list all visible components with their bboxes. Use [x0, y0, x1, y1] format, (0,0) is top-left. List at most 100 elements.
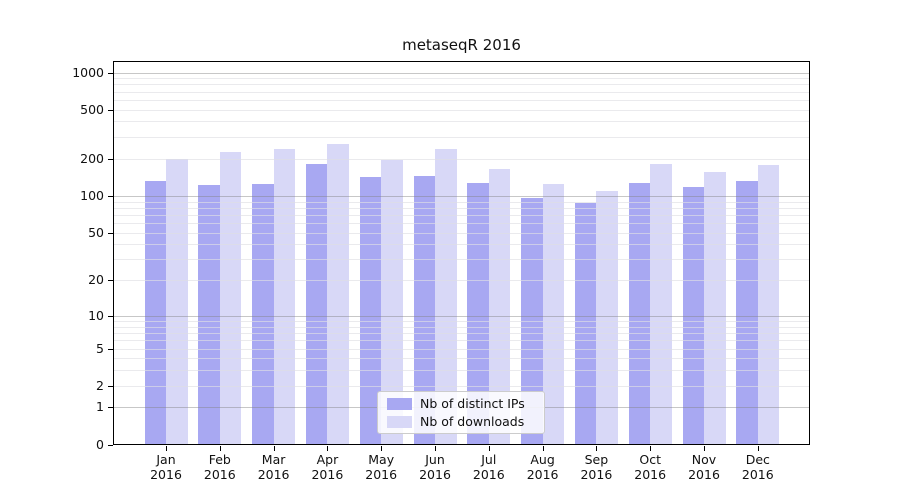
bar-distinct-ips	[413, 175, 435, 445]
bar-downloads	[488, 169, 511, 445]
minor-gridline	[113, 158, 810, 160]
x-axis-tick	[435, 446, 436, 451]
minor-gridline	[113, 358, 810, 359]
y-tick-label: 50	[88, 225, 104, 240]
minor-gridline	[113, 280, 810, 281]
bar-distinct-ips	[252, 184, 274, 445]
legend-label-distinct-ips: Nb of distinct IPs	[420, 396, 525, 411]
x-tick-label: Mar 2016	[257, 452, 290, 482]
legend-label-downloads: Nb of downloads	[420, 414, 525, 429]
x-axis-tick	[650, 446, 652, 451]
legend-swatch-downloads	[387, 415, 412, 428]
y-axis-tick	[108, 196, 113, 197]
minor-gridline	[113, 386, 810, 387]
x-tick-label: Jun 2016	[419, 452, 451, 482]
legend-swatch-distinct-ips	[387, 397, 412, 410]
y-axis-tick	[108, 316, 113, 317]
x-tick-label: Aug 2016	[526, 452, 559, 482]
bar-downloads	[704, 172, 726, 445]
bar-downloads	[650, 163, 672, 445]
bar-downloads	[327, 144, 349, 445]
minor-gridline	[113, 91, 810, 93]
minor-gridline	[113, 349, 810, 350]
bar-distinct-ips	[628, 183, 651, 445]
x-axis-tick	[704, 446, 705, 451]
x-axis-tick	[219, 446, 221, 451]
minor-gridline	[113, 369, 810, 371]
bar-downloads	[381, 159, 403, 445]
bar-downloads	[596, 190, 618, 445]
x-axis-tick	[596, 446, 598, 451]
x-tick-label: May 2016	[365, 452, 398, 482]
y-axis-tick	[108, 280, 113, 281]
y-axis-tick	[108, 109, 113, 111]
y-tick-label: 1000	[72, 64, 104, 80]
minor-gridline	[113, 223, 810, 225]
y-axis-tick	[108, 349, 113, 350]
minor-gridline	[113, 201, 810, 203]
x-axis-tick	[273, 446, 275, 451]
minor-gridline	[113, 244, 810, 246]
major-gridline	[113, 316, 810, 317]
major-gridline	[113, 72, 810, 74]
x-tick-label: Jan 2016	[150, 452, 182, 482]
x-tick-label: Feb 2016	[203, 452, 236, 482]
x-axis-tick	[542, 446, 544, 451]
plot-area	[113, 61, 810, 445]
y-axis-tick	[108, 407, 113, 408]
bar-distinct-ips	[198, 184, 220, 445]
minor-gridline	[113, 259, 810, 261]
x-axis-tick	[166, 446, 167, 451]
x-axis-tick	[757, 446, 759, 451]
y-axis-tick	[108, 72, 113, 74]
y-tick-label: 200	[80, 150, 104, 166]
bar-downloads	[273, 149, 296, 445]
y-tick-label: 0	[96, 437, 104, 452]
legend: Nb of distinct IPs Nb of downloads	[377, 391, 545, 434]
minor-gridline	[113, 340, 810, 342]
x-axis-tick	[488, 446, 490, 451]
y-tick-label: 20	[88, 272, 104, 287]
minor-gridline	[113, 136, 810, 138]
x-tick-label: Oct 2016	[634, 452, 667, 482]
x-tick-label: Apr 2016	[311, 452, 344, 482]
bar-distinct-ips	[736, 180, 758, 445]
minor-gridline	[113, 215, 810, 217]
x-axis-tick	[381, 446, 383, 451]
minor-gridline	[113, 121, 810, 123]
minor-gridline	[113, 78, 810, 80]
bar-distinct-ips	[359, 177, 382, 445]
bar-downloads	[435, 148, 457, 445]
bar-downloads	[166, 158, 188, 445]
x-tick-label: Dec 2016	[741, 452, 774, 482]
bar-downloads	[757, 165, 780, 445]
y-tick-label: 2	[96, 378, 104, 393]
minor-gridline	[113, 233, 810, 234]
minor-gridline	[113, 99, 810, 101]
x-tick-label: Jul 2016	[472, 452, 505, 482]
minor-gridline	[113, 109, 810, 111]
x-tick-label: Sep 2016	[580, 452, 613, 482]
minor-gridline	[113, 326, 810, 328]
minor-gridline	[113, 84, 810, 86]
x-tick-label: Nov 2016	[688, 452, 720, 482]
y-tick-label: 1	[96, 399, 104, 414]
legend-item-downloads: Nb of downloads	[378, 413, 544, 431]
minor-gridline	[113, 207, 810, 209]
bar-distinct-ips	[574, 202, 597, 445]
bar-downloads	[219, 152, 242, 445]
chart-title: metaseqR 2016	[402, 36, 521, 54]
bar-distinct-ips	[467, 182, 489, 445]
bar-downloads	[542, 184, 565, 445]
y-axis-tick	[108, 445, 113, 446]
bar-distinct-ips	[144, 180, 166, 445]
minor-gridline	[113, 321, 810, 323]
y-axis-tick	[108, 158, 113, 160]
minor-gridline	[113, 332, 810, 334]
y-tick-label: 10	[88, 308, 104, 323]
bar-distinct-ips	[305, 163, 328, 445]
y-tick-label: 5	[96, 341, 104, 356]
y-axis-tick	[108, 233, 113, 234]
x-axis-tick	[327, 446, 329, 451]
